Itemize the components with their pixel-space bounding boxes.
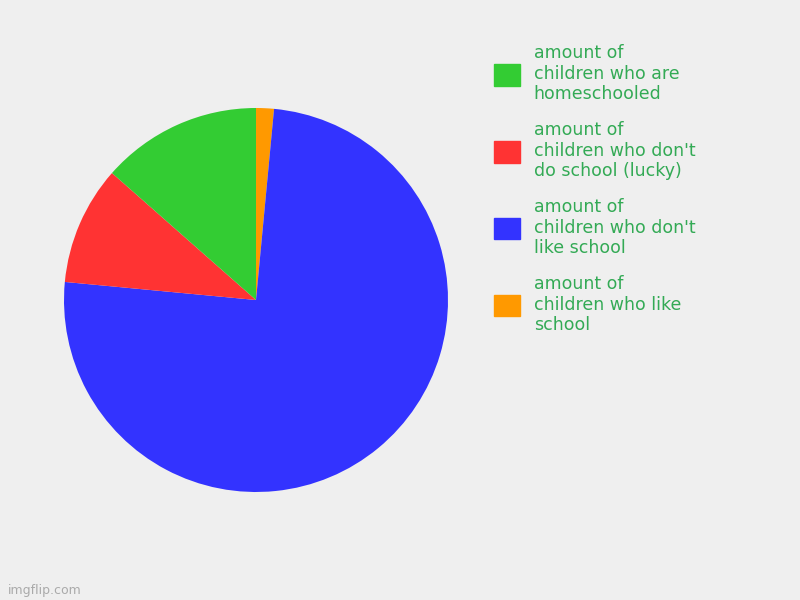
Legend: amount of
children who are
homeschooled, amount of
children who don't
do school : amount of children who are homeschooled,… xyxy=(489,38,701,340)
Wedge shape xyxy=(112,108,256,300)
Wedge shape xyxy=(256,108,274,300)
Wedge shape xyxy=(64,109,448,492)
Wedge shape xyxy=(65,173,256,300)
Text: imgflip.com: imgflip.com xyxy=(8,584,82,597)
